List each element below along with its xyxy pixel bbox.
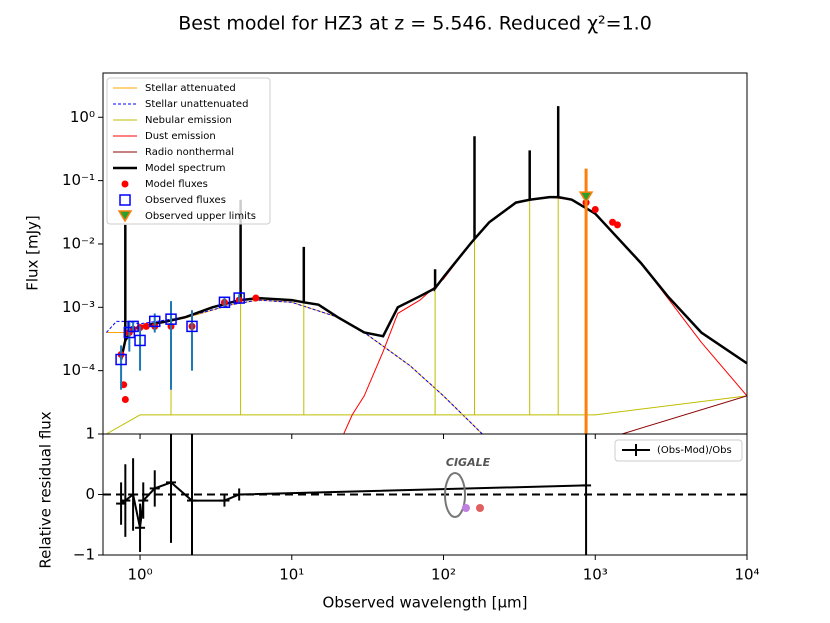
y-tick-label: 10⁰ [70, 108, 95, 126]
bottom-frame [102, 433, 748, 556]
series-line [106, 120, 747, 434]
x-tick-label: 10² [431, 566, 456, 584]
observed-flux [127, 320, 139, 333]
top-plot [106, 106, 747, 434]
y-tick-label: 1 [85, 425, 95, 443]
model-flux [142, 322, 150, 330]
x-tick-label: 10¹ [279, 566, 304, 584]
model-flux [591, 206, 599, 214]
y-tick-label: 10⁻³ [62, 298, 95, 316]
logo-figure [444, 472, 466, 518]
legend-swatch [117, 210, 133, 223]
legend-label: Model spectrum [145, 163, 226, 174]
y-axis-label: Flux [mJy] [24, 215, 42, 291]
legend-box [106, 77, 271, 225]
legend-label: Stellar unattenuated [145, 99, 248, 110]
legend-label: Dust emission [145, 131, 216, 142]
legend: Stellar attenuated Stellar unattenuated Ne… [106, 77, 271, 225]
legend-label: Observed upper limits [145, 211, 256, 222]
model-flux [613, 221, 621, 229]
legend-label: (Obs-Mod)/Obs [657, 445, 732, 456]
legend-label: Stellar attenuated [145, 83, 236, 94]
observed-flux [123, 326, 136, 339]
logo-text: CIGALE [446, 456, 491, 469]
logo-flask [476, 504, 484, 512]
y-tick-label: 10⁻⁴ [62, 361, 95, 379]
observed-flux [218, 296, 231, 309]
model-flux [252, 294, 260, 302]
x-tick-label: 10⁴ [734, 566, 759, 584]
observed-flux [233, 292, 245, 304]
y-tick-label: 10⁻² [62, 234, 95, 252]
chart-title: Best model for HZ3 at z = 5.546. Reduced… [178, 13, 652, 35]
legend-swatch [121, 180, 129, 188]
y-axis-label: Relative residual flux [37, 411, 55, 568]
axes: 10⁰ 10¹ 10² 10³ 10⁴ 10⁻⁴ 10⁻³ 10⁻² 10⁻¹ 10⁰ −1 0 1 St… [62, 77, 760, 584]
x-tick-label: 10³ [583, 566, 608, 584]
series-line [119, 106, 747, 365]
legend-box [614, 439, 743, 462]
y-tick-label: 0 [85, 485, 95, 503]
legend-swatch [119, 194, 131, 206]
x-axis-label: Observed wavelength [μm] [323, 594, 528, 612]
legend-label: Nebular emission [145, 115, 232, 126]
observed-flux [148, 315, 161, 328]
logo-flask [462, 504, 470, 512]
legend-label: Model fluxes [145, 179, 208, 190]
model-flux [121, 396, 129, 404]
y-tick-label: 10⁻¹ [62, 171, 95, 189]
observed-flux [134, 334, 146, 347]
legend-label: Radio nonthermal [145, 147, 234, 158]
observed-flux [115, 353, 127, 366]
series-line [621, 395, 747, 434]
observed-flux [186, 320, 198, 333]
upper-limit [578, 191, 594, 204]
series-line [106, 299, 483, 434]
y-tick-label: −1 [73, 546, 95, 564]
residual-line [120, 481, 587, 529]
legend-label: Observed fluxes [145, 195, 226, 206]
bottom-plot [103, 434, 747, 555]
x-tick-label: 10⁰ [127, 566, 152, 584]
observed-flux [165, 313, 177, 325]
